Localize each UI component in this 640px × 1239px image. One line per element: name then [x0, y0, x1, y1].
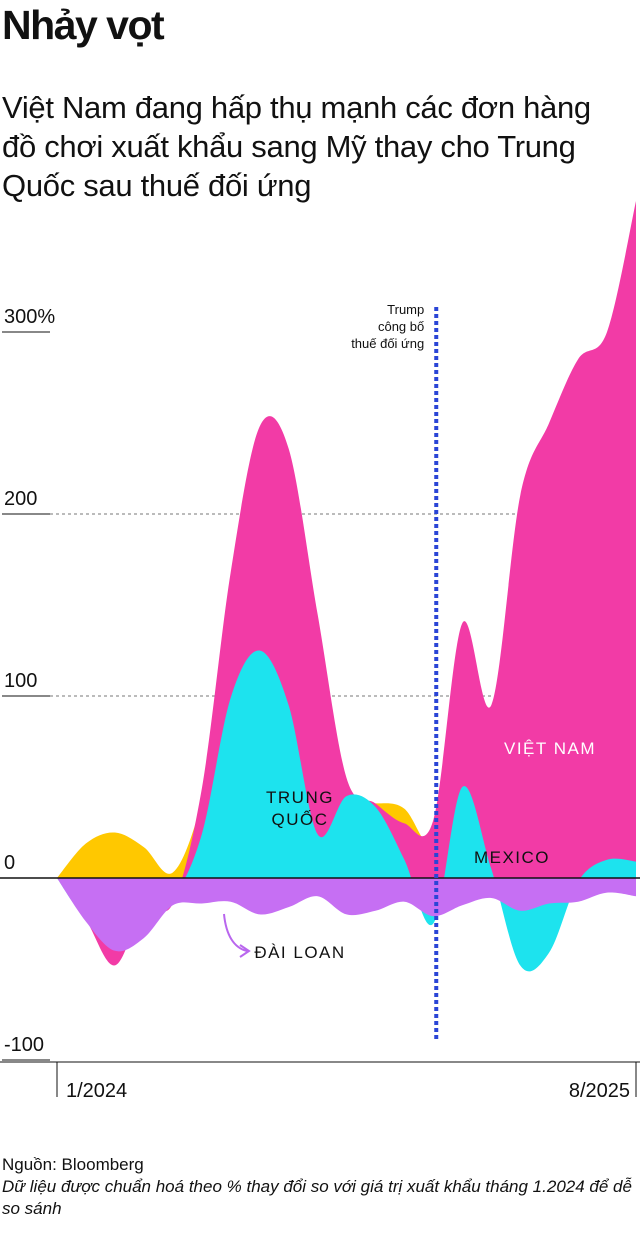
- label-layer: Trump công bố thuế đối ứng VIỆT NAM MEXICO TR…: [223, 302, 596, 1042]
- area-layer: [57, 201, 636, 972]
- area-trung-quoc: [57, 650, 636, 972]
- annotation-line-2: công bố: [378, 319, 424, 334]
- series-label-dai-loan: ĐÀI LOAN: [254, 943, 345, 962]
- annotation-line-3: thuế đối ứng: [351, 336, 424, 351]
- area-dai-loan: [57, 878, 636, 952]
- page-subtitle: Việt Nam đang hấp thụ mạnh các đơn hàng …: [2, 90, 591, 203]
- dai-loan-arrow-head: [239, 944, 251, 958]
- dai-loan-arrow: [223, 913, 248, 952]
- area-viet-nam: [57, 201, 636, 966]
- source-block: Nguồn: Bloomberg Dữ liệu được chuẩn hoá …: [2, 1154, 632, 1220]
- x-tick-label-8-2025: 8/2025: [569, 1080, 630, 1102]
- series-label-mexico: MEXICO: [474, 848, 550, 867]
- y-tick-label-0: 0: [4, 852, 15, 874]
- y-tick-label-100: 100: [4, 670, 37, 692]
- y-tick-label-100: -100: [4, 1034, 44, 1056]
- series-label-trung-quoc-2: QUỐC: [272, 809, 329, 829]
- series-label-viet-nam: VIỆT NAM: [504, 739, 596, 758]
- page-title: Nhảy vọt: [2, 2, 165, 48]
- axis-layer: 300% 200 100 0 -100 1/2024 8/2025: [0, 306, 640, 1102]
- annotation-line-1: Trump: [387, 302, 424, 317]
- y-tick-label-200: 200: [4, 488, 37, 510]
- series-label-trung-quoc-1: TRUNG: [266, 788, 334, 807]
- source-text: Nguồn: Bloomberg: [2, 1155, 144, 1174]
- note-text: Dữ liệu được chuẩn hoá theo % thay đổi s…: [2, 1177, 632, 1218]
- x-tick-label-1-2024: 1/2024: [66, 1080, 127, 1102]
- y-tick-label-300: 300%: [4, 306, 55, 328]
